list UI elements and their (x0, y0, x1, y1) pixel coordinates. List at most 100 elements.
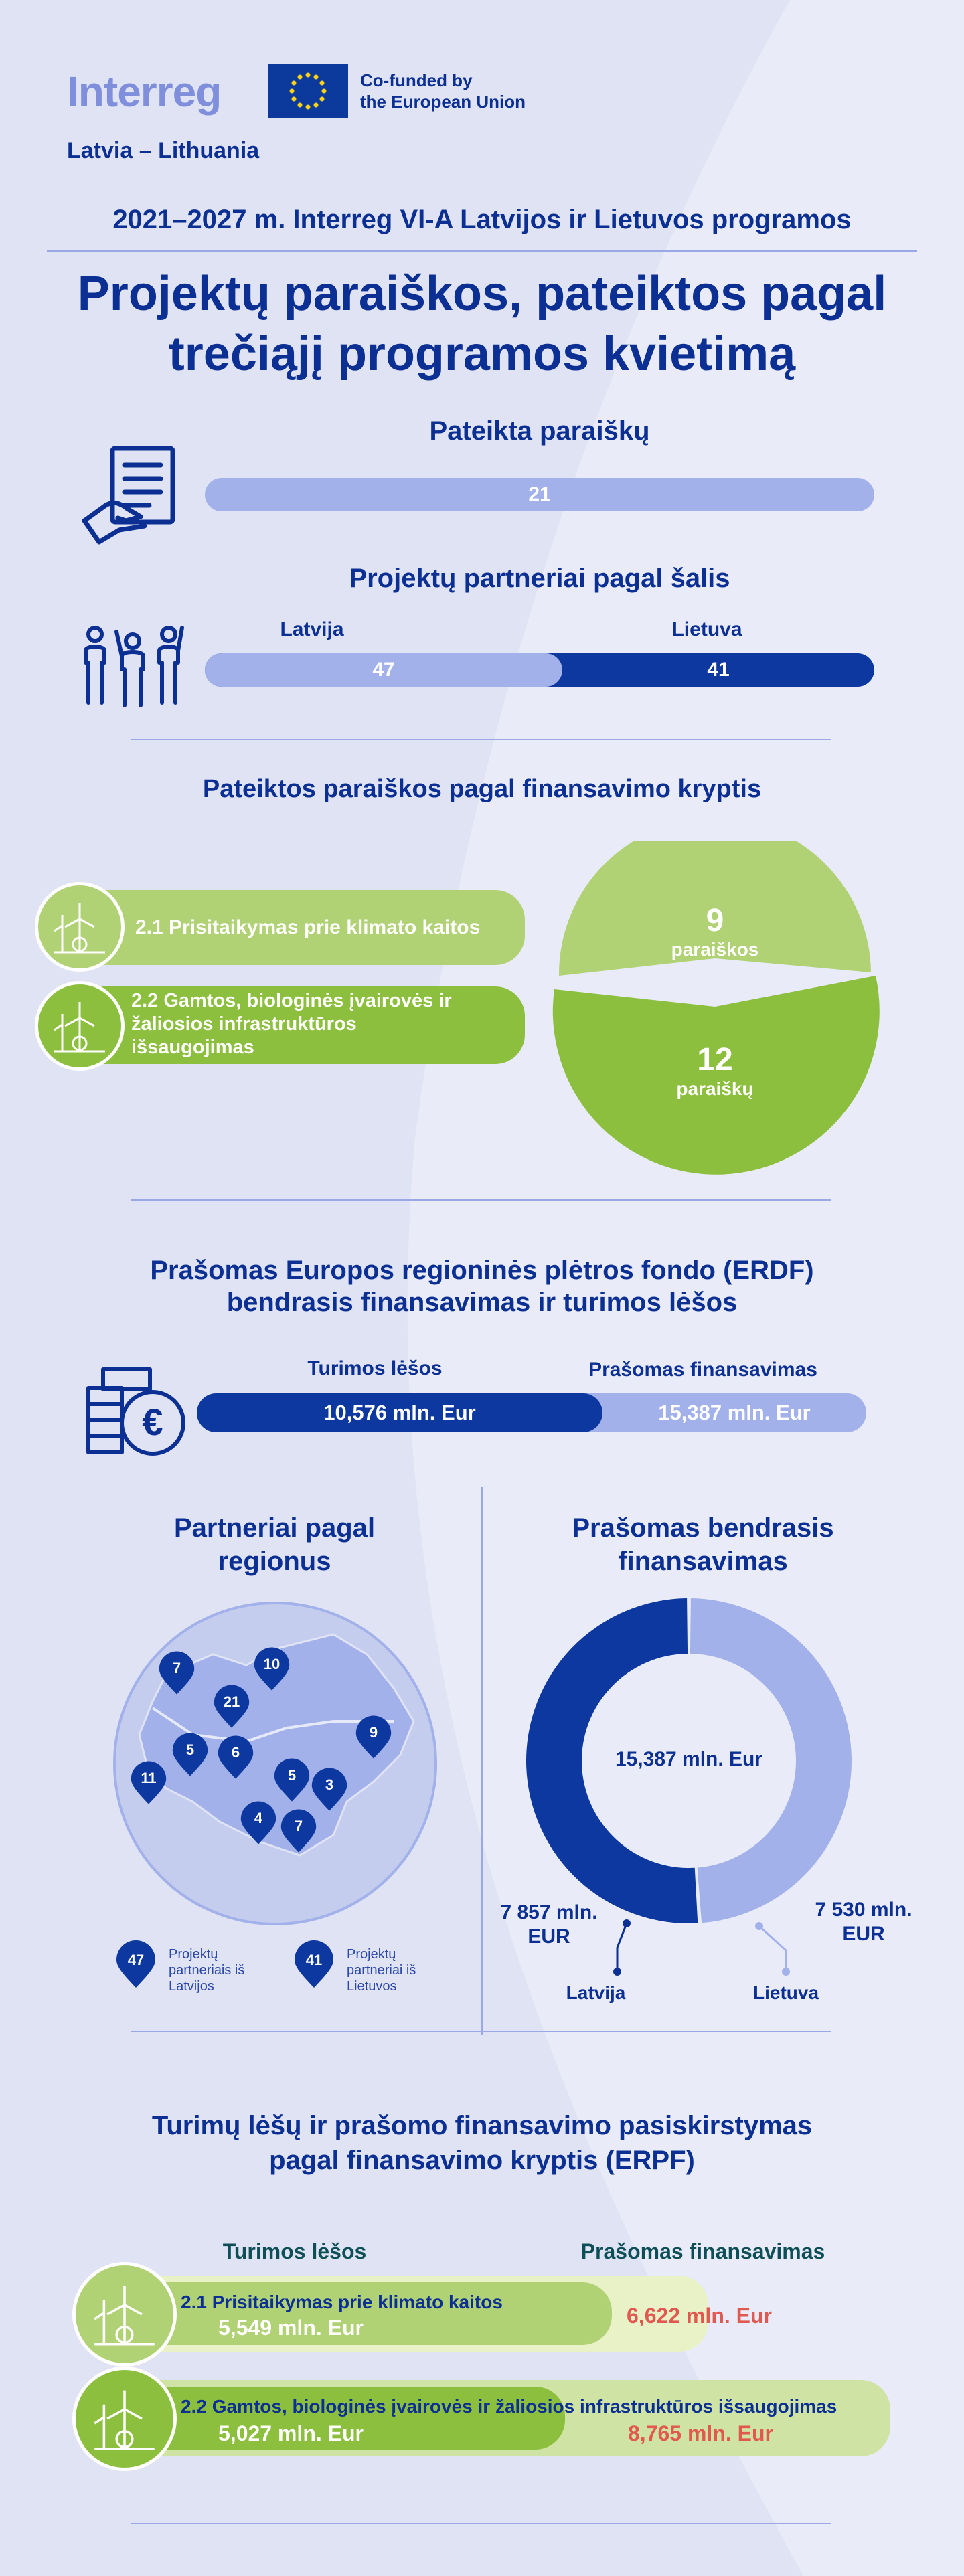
partners-country-title: Projektų partneriai pagal šalis (349, 564, 730, 593)
main-title: Projektų paraiškos, pateiktos pagal treč… (40, 264, 924, 384)
legend-lithuania-text: Projektų partneriai iš Lietuvos (347, 1946, 454, 1994)
erdf-requested-label: Prašomas finansavimas (588, 1359, 817, 1381)
map-pin-icon (116, 1940, 155, 1988)
erdf-title: Prašomas Europos regioninės plėtros fond… (0, 1254, 964, 1318)
divider (47, 250, 917, 252)
map-pin: 9 (355, 1715, 392, 1760)
dist-row2-requested-value: 8,765 mln. Eur (628, 2421, 773, 2445)
legend-lithuania-line1: Projektų (347, 1947, 396, 1962)
euro-icon: € (83, 1365, 190, 1462)
pie-bottom-value: 12 (697, 1042, 733, 1078)
map-pin: 7 (158, 1650, 195, 1696)
direction-item-2-label: 2.2 Gamtos, biologinės įvairovės ir žali… (131, 989, 452, 1059)
map-pin-value: 7 (172, 1660, 181, 1677)
map-pin-value: 6 (231, 1744, 240, 1761)
regions-title-line2: regionus (218, 1547, 331, 1576)
map-pin: 6 (217, 1735, 254, 1780)
donut-leader-lines (613, 1919, 790, 1976)
total-funding-donut: 15,387 mln. Eur (526, 1598, 852, 1923)
map-pin-value: 7 (294, 1818, 303, 1834)
applications-value: 21 (528, 483, 551, 505)
wind-turbine-icon (72, 2262, 177, 2367)
legend-latvia-line2: partneriais iš (169, 1963, 245, 1978)
divider (131, 2031, 831, 2032)
donut-slice-latvia (526, 1598, 698, 1923)
map-pin: 3 (311, 1767, 348, 1812)
wind-turbine-icon (35, 981, 125, 1071)
direction-item-2-line3: išsaugojimas (131, 1037, 254, 1058)
dist-row1-available (127, 2282, 612, 2345)
total-funding-title-line2: finansavimas (618, 1547, 788, 1576)
legend-lithuania-line3: Lietuvos (347, 1979, 397, 1994)
regions-title-line1: Partneriai pagal (173, 1513, 376, 1543)
regions-map: 7 10 21 9 5 6 11 5 3 4 7 (112, 1601, 438, 1926)
donut-lithuania-line2: EUR (842, 1923, 885, 1945)
map-pin: 5 (273, 1757, 311, 1803)
divider (131, 1199, 831, 1201)
donut-latvia-line1: 7 857 mln. (500, 1901, 598, 1923)
svg-text:€: € (142, 1401, 163, 1443)
distribution-title: Turimų lėšų ir prašomo finansavimo pasis… (0, 2108, 964, 2178)
map-pin-value: 3 (325, 1776, 334, 1793)
cofunded-line2: the European Union (360, 92, 526, 112)
dist-available-label: Turimos lėšos (222, 2239, 367, 2263)
direction-title: Pateiktos paraiškos pagal finansavimo kr… (202, 775, 762, 803)
direction-item-2-line1: 2.2 Gamtos, biologinės įvairovės ir (131, 990, 452, 1011)
map-pin: 7 (280, 1808, 317, 1854)
map-pin-value: 21 (223, 1693, 240, 1710)
map-pin: 21 (213, 1684, 250, 1729)
legend-latvia: 47 Projektų partneriais iš Latvijos (115, 1940, 244, 1994)
main-title-line1: Projektų paraiškos, pateiktos pagal (77, 267, 887, 321)
divider (131, 739, 831, 740)
erdf-bar: 10,576 mln. Eur 15,387 mln. Eur (197, 1393, 866, 1432)
map-pin: 5 (171, 1732, 209, 1778)
dist-row1-available-value: 5,549 mln. Eur (218, 2316, 364, 2340)
cofunded-line1: Co-funded by (360, 70, 473, 90)
distribution-title-line2: pagal finansavimo kryptis (ERPF) (269, 2146, 695, 2175)
applications-bar: 21 (205, 478, 874, 511)
legend-lithuania-line2: partneriai iš (347, 1963, 416, 1978)
eu-flag-icon (268, 64, 348, 118)
total-funding-title-line1: Prašomas bendrasis (572, 1513, 834, 1543)
donut-latvia-line2: EUR (528, 1925, 570, 1948)
erdf-available-label: Turimos lėšos (307, 1357, 443, 1379)
legend-lithuania: 41 Projektų partneriai iš Lietuvos (293, 1940, 416, 1994)
document-hand-icon (79, 442, 186, 552)
logo-subtitle: Latvia – Lithuania (67, 138, 260, 163)
direction-pie-chart: 9 paraiškos 12 paraiškų (548, 818, 882, 1182)
legend-latvia-text: Projektų partneriais iš Latvijos (169, 1946, 276, 1994)
applications-title: Pateikta paraiškų (429, 416, 650, 446)
direction-item-2-line2: žaliosios infrastruktūros (131, 1013, 357, 1035)
divider (131, 2523, 831, 2524)
pie-slice-top (558, 818, 871, 976)
erdf-title-line2: bendrasis finansavimas ir turimos lėšos (226, 1288, 738, 1317)
pie-bottom-unit: paraiškų (676, 1078, 754, 1099)
map-pin: 11 (130, 1760, 167, 1806)
direction-item-1-label: 2.1 Prisitaikymas prie klimato kaitos (135, 916, 481, 938)
pie-slice-bottom (552, 976, 880, 1175)
people-icon (79, 622, 186, 713)
dist-row2-available (127, 2387, 565, 2450)
donut-latvia-label: Latvija (566, 1982, 626, 2003)
map-pin-value: 5 (287, 1767, 297, 1784)
map-pin-value: 4 (254, 1810, 263, 1826)
latvia-label: Latvija (280, 618, 344, 640)
erdf-requested-value: 15,387 mln. Eur (658, 1401, 811, 1424)
donut-latvia-value: 7 857 mln. EUR (482, 1901, 616, 1949)
cofunded-text: Co-funded by the European Union (360, 70, 526, 112)
legend-latvia-line3: Latvijos (169, 1979, 214, 1994)
donut-lithuania-value: 7 530 mln. EUR (797, 1898, 931, 1946)
erdf-available-segment (197, 1393, 602, 1432)
dist-row2-title: 2.2 Gamtos, biologinės įvairovės ir žali… (181, 2396, 837, 2417)
program-title: 2021–2027 m. Interreg VI-A Latvijos ir L… (112, 205, 852, 234)
dist-row1-title: 2.1 Prisitaikymas prie klimato kaitos (181, 2292, 503, 2312)
erdf-title-line1: Prašomas Europos regioninės plėtros fond… (150, 1256, 814, 1285)
regions-title: Partneriai pagal regionus (87, 1511, 462, 1578)
dist-row1-requested-value: 6,622 mln. Eur (627, 2304, 772, 2328)
latvia-value: 47 (372, 659, 395, 681)
map-pin-icon (295, 1940, 333, 1988)
legend-lithuania-num: 41 (305, 1952, 323, 1968)
dist-requested-label: Prašomas finansavimas (580, 2239, 825, 2263)
map-pin: 10 (253, 1646, 291, 1692)
